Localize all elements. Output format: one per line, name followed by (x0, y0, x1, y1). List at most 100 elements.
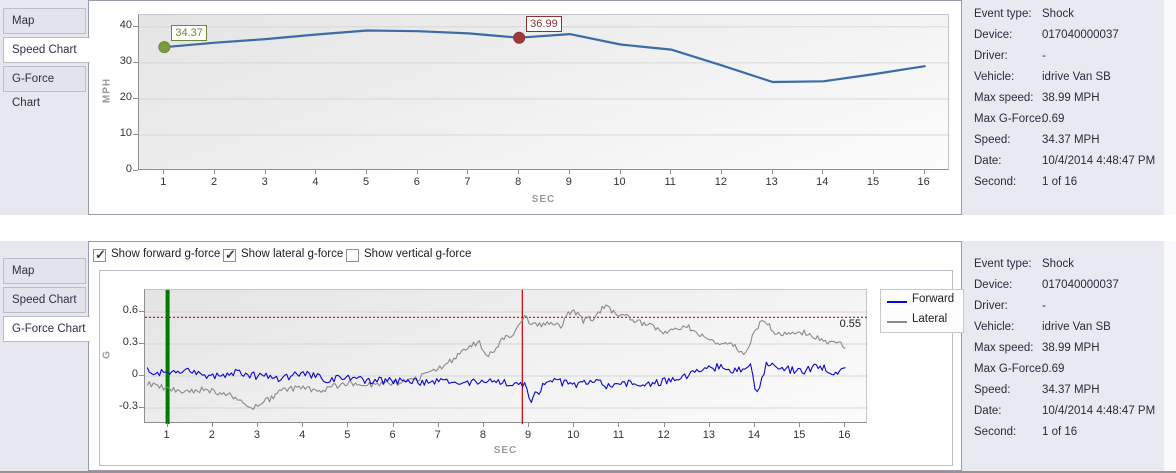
x-tick-label: 6 (389, 429, 396, 441)
tab-g-force-chart[interactable]: G-Force Chart (3, 66, 86, 109)
info-value: 38.99 MPH (1042, 342, 1100, 354)
x-tick-label: 3 (253, 429, 261, 441)
legend-label: Forward (912, 293, 955, 305)
info-label: Driver: (974, 300, 1008, 312)
gforce-chart-plot[interactable] (144, 289, 868, 424)
x-tick-label: 1 (160, 176, 167, 188)
y-tickmark (133, 61, 138, 63)
x-tick-label: 4 (299, 429, 306, 441)
x-tickmark (528, 423, 530, 427)
info-label: Date: (974, 155, 1002, 167)
speed-chart-plot[interactable] (138, 14, 950, 170)
info-label: Second: (974, 426, 1017, 438)
y-tick-label: -0.3 (119, 399, 138, 412)
info-label: Date: (974, 405, 1002, 417)
x-tickmark (720, 170, 722, 174)
x-tick-label: 8 (479, 429, 486, 441)
x-tick-label: 5 (344, 429, 351, 441)
checkbox-label[interactable]: Show forward g-force (111, 248, 221, 260)
x-tickmark (518, 170, 520, 174)
y-tick-label: 0.3 (122, 335, 138, 348)
x-tickmark (166, 423, 168, 427)
legend: Forward Lateral (880, 289, 964, 333)
info-value: idrive Van SB (1042, 71, 1111, 83)
info-row-date: Date: 10/4/2014 4:48:47 PM (974, 405, 1164, 425)
info-value: 34.37 MPH (1042, 384, 1100, 396)
info-value: - (1042, 300, 1046, 312)
info-label: Event type: (974, 258, 1032, 270)
x-tick-label: 2 (210, 176, 218, 188)
x-tickmark (573, 423, 575, 427)
info-row-driver: Driver: - (974, 50, 1164, 70)
info-row-second: Second: 1 of 16 (974, 176, 1164, 196)
x-tickmark (754, 423, 756, 427)
x-tick-label: 6 (413, 176, 420, 188)
checkbox-label[interactable]: Show vertical g-force (364, 248, 472, 260)
info-row-event-type: Event type: Shock (974, 8, 1164, 28)
tab-speed-chart[interactable]: Speed Chart (3, 287, 86, 313)
x-tick-label: 5 (363, 176, 370, 188)
checkbox-icon[interactable]: ✓ (346, 249, 359, 262)
y-tickmark (139, 342, 144, 344)
info-label: Speed: (974, 384, 1011, 396)
info-value: - (1042, 50, 1046, 62)
event-info-panel: Event type: Shock Device: 017040000037 Drive… (962, 241, 1164, 471)
info-label: Event type: (974, 8, 1032, 20)
info-row-vehicle: Vehicle: idrive Van SB (974, 321, 1164, 341)
x-tick-label: 12 (714, 176, 728, 188)
info-value: 1 of 16 (1042, 176, 1078, 188)
info-row-event-type: Event type: Shock (974, 258, 1164, 278)
info-row-max-speed: Max speed: 38.99 MPH (974, 342, 1164, 362)
checkbox-icon[interactable]: ✓ (223, 247, 236, 262)
info-value: idrive Van SB (1042, 321, 1111, 333)
y-tickmark (139, 310, 144, 312)
info-row-device: Device: 017040000037 (974, 29, 1164, 49)
info-row-vehicle: Vehicle: idrive Van SB (974, 71, 1164, 91)
x-tickmark (264, 170, 266, 174)
forward-line-swatch-icon (887, 301, 907, 303)
gforce-chart-section: Map Speed Chart G-Force Chart ✓ Show forwa… (0, 241, 1176, 473)
checkbox-icon[interactable]: ✓ (93, 247, 106, 262)
tab-speed-chart[interactable]: Speed Chart (3, 37, 90, 63)
x-tickmark (663, 423, 665, 427)
speed-annotation-current: 36.99 (526, 15, 562, 32)
y-tick-label: 20 (119, 90, 132, 103)
x-tick-label: 10 (567, 429, 580, 441)
x-tickmark (392, 423, 394, 427)
gforce-x-axis-title: SEC (493, 445, 518, 456)
tab-g-force-chart[interactable]: G-Force Chart (3, 316, 90, 342)
checkbox-label[interactable]: Show lateral g-force (241, 248, 344, 260)
x-tick-label: 10 (613, 176, 626, 188)
info-label: Max speed: (974, 92, 1034, 104)
x-tickmark (822, 170, 824, 174)
x-tickmark (872, 170, 874, 174)
info-value: 0.69 (1042, 363, 1065, 375)
x-tickmark (619, 170, 621, 174)
tab-map[interactable]: Map (3, 8, 86, 34)
info-value: Shock (1042, 258, 1074, 270)
x-tick-label: 9 (565, 176, 572, 188)
speed-x-axis-title: SEC (531, 194, 556, 205)
x-tick-label: 7 (434, 429, 441, 441)
threshold-value-label: 0.55 (839, 318, 861, 330)
y-tickmark (133, 97, 138, 99)
info-value: 0.69 (1042, 113, 1065, 125)
x-tickmark (568, 170, 570, 174)
y-tickmark (133, 25, 138, 27)
speed-annotation-start: 34.37 (171, 25, 207, 42)
x-tick-label: 9 (525, 429, 532, 441)
x-tickmark (482, 423, 484, 427)
info-value: 1 of 16 (1042, 426, 1078, 438)
x-tick-label: 14 (747, 429, 761, 441)
y-tickmark (139, 374, 144, 376)
x-tick-label: 14 (816, 176, 829, 188)
x-tick-label: 13 (702, 429, 715, 441)
info-value: 10/4/2014 4:48:47 PM (1042, 405, 1156, 417)
speed-chart-section: Map Speed Chart G-Force Chart MPH SEC 34.3… (0, 0, 1176, 215)
info-value: 34.37 MPH (1042, 134, 1100, 146)
info-value: 10/4/2014 4:48:47 PM (1042, 155, 1156, 167)
tab-map[interactable]: Map (3, 258, 86, 284)
x-tick-label: 4 (312, 176, 319, 188)
x-tickmark (302, 423, 304, 427)
x-tick-label: 2 (208, 429, 215, 441)
